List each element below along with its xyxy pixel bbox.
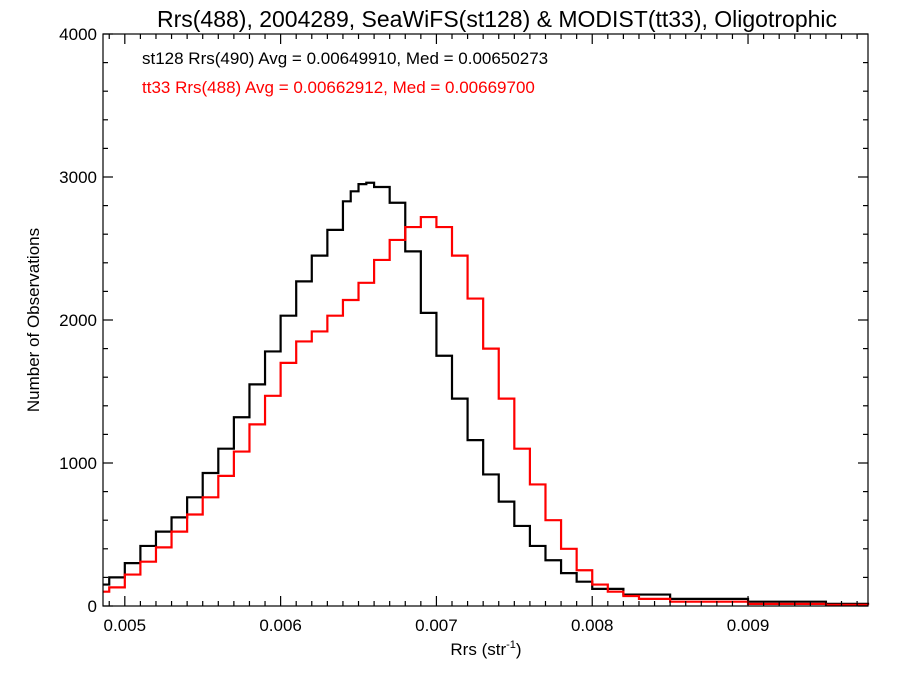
series-layer [103,181,870,606]
x-tick-label: 0.006 [259,616,302,635]
y-tick-label: 3000 [59,168,97,187]
x-tick-label: 0.005 [104,616,147,635]
x-tick-label: 0.007 [415,616,458,635]
legend-entry-st128: st128 Rrs(490) Avg = 0.00649910, Med = 0… [142,49,548,68]
x-tick-label: 0.008 [571,616,614,635]
chart-title: Rrs(488), 2004289, SeaWiFS(st128) & MODI… [157,6,837,32]
y-tick-label: 2000 [59,311,97,330]
x-axis-label-main: Rrs (str [450,640,506,659]
y-axis-label: Number of Observations [24,228,43,412]
y-tick-label: 4000 [59,25,97,44]
y-tick-label: 1000 [59,454,97,473]
x-axis-label-superscript: -1 [506,639,516,651]
ticks-layer: 0.005 0.006 0.007 0.008 0.009 0 1000 2000 3000 40… [59,25,868,635]
x-axis-label-close: ) [516,640,522,659]
legend-entry-tt33: tt33 Rrs(488) Avg = 0.00662912, Med = 0.… [142,78,535,97]
x-axis-label: Rrs (str-1) [450,639,521,659]
y-tick-label: 0 [88,597,97,616]
x-tick-label: 0.009 [727,616,770,635]
series-line-1 [103,215,870,606]
